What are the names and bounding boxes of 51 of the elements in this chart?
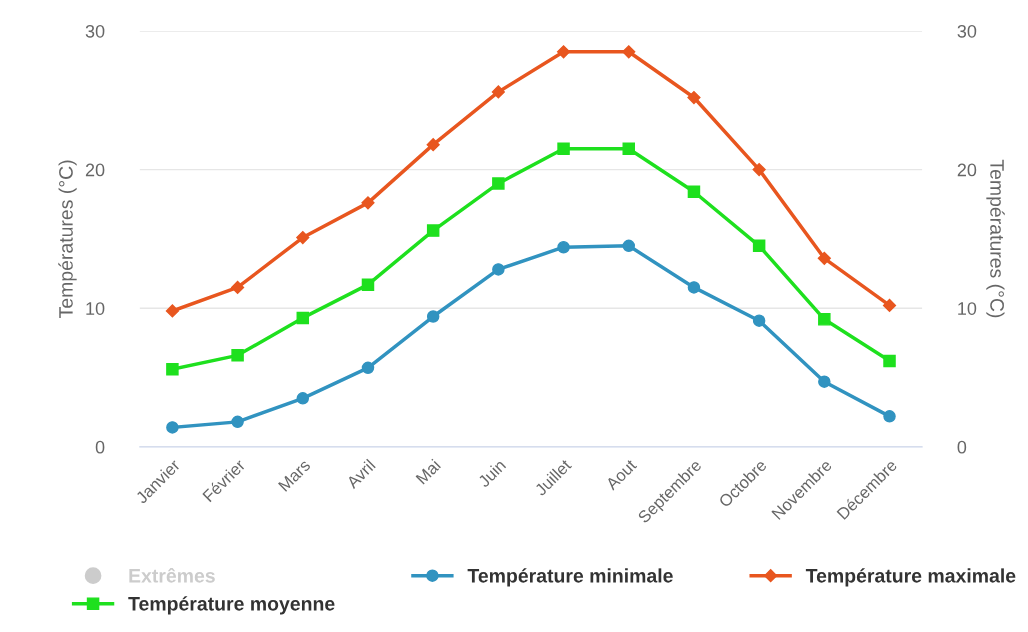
y2-tick-label: 0: [957, 440, 967, 454]
y-tick-label: 10: [86, 302, 105, 315]
point: [818, 375, 831, 388]
point: [817, 251, 831, 265]
point: [426, 224, 440, 237]
y-axis-title: Températures (°C): [58, 160, 77, 318]
point: [492, 263, 505, 276]
point: [818, 313, 831, 326]
point: [687, 281, 701, 294]
point: [231, 415, 244, 429]
y2-tick-label: 20: [957, 163, 977, 177]
point: [752, 314, 766, 327]
point: [622, 142, 636, 156]
point: [557, 240, 570, 254]
point: [492, 177, 505, 190]
legend-label: Température moyenne: [128, 596, 335, 615]
x-tick-label: Juin: [476, 458, 507, 489]
point: [491, 85, 505, 99]
point: [883, 354, 896, 368]
point: [231, 349, 244, 362]
point: [426, 138, 440, 152]
point: [622, 45, 636, 59]
point: [361, 361, 375, 375]
legend-label: Température minimale: [467, 568, 673, 587]
point: [687, 185, 701, 199]
point: [296, 230, 310, 245]
point: [752, 162, 766, 177]
y-tick-label: 30: [85, 24, 105, 38]
point: [361, 196, 375, 210]
y-tick-label: 0: [95, 440, 105, 454]
point: [882, 298, 897, 313]
point: [231, 280, 245, 295]
y-tick-label: 20: [85, 163, 105, 177]
point: [557, 142, 570, 156]
point: [556, 45, 571, 59]
point: [687, 90, 701, 105]
x-tick-label: Mai: [415, 458, 442, 485]
point: [296, 311, 310, 325]
point: [165, 304, 179, 318]
point: [426, 310, 440, 323]
point: [166, 421, 179, 434]
point: [883, 410, 896, 423]
y2-axis-title: Températures (°C): [986, 159, 1005, 318]
point: [752, 239, 766, 253]
point: [361, 278, 375, 291]
point: [622, 239, 636, 253]
point: [166, 362, 179, 376]
legend-label: Température maximale: [805, 568, 1016, 587]
y2-tick-label: 10: [958, 302, 977, 315]
point: [296, 392, 310, 405]
y2-tick-label: 30: [957, 24, 977, 38]
